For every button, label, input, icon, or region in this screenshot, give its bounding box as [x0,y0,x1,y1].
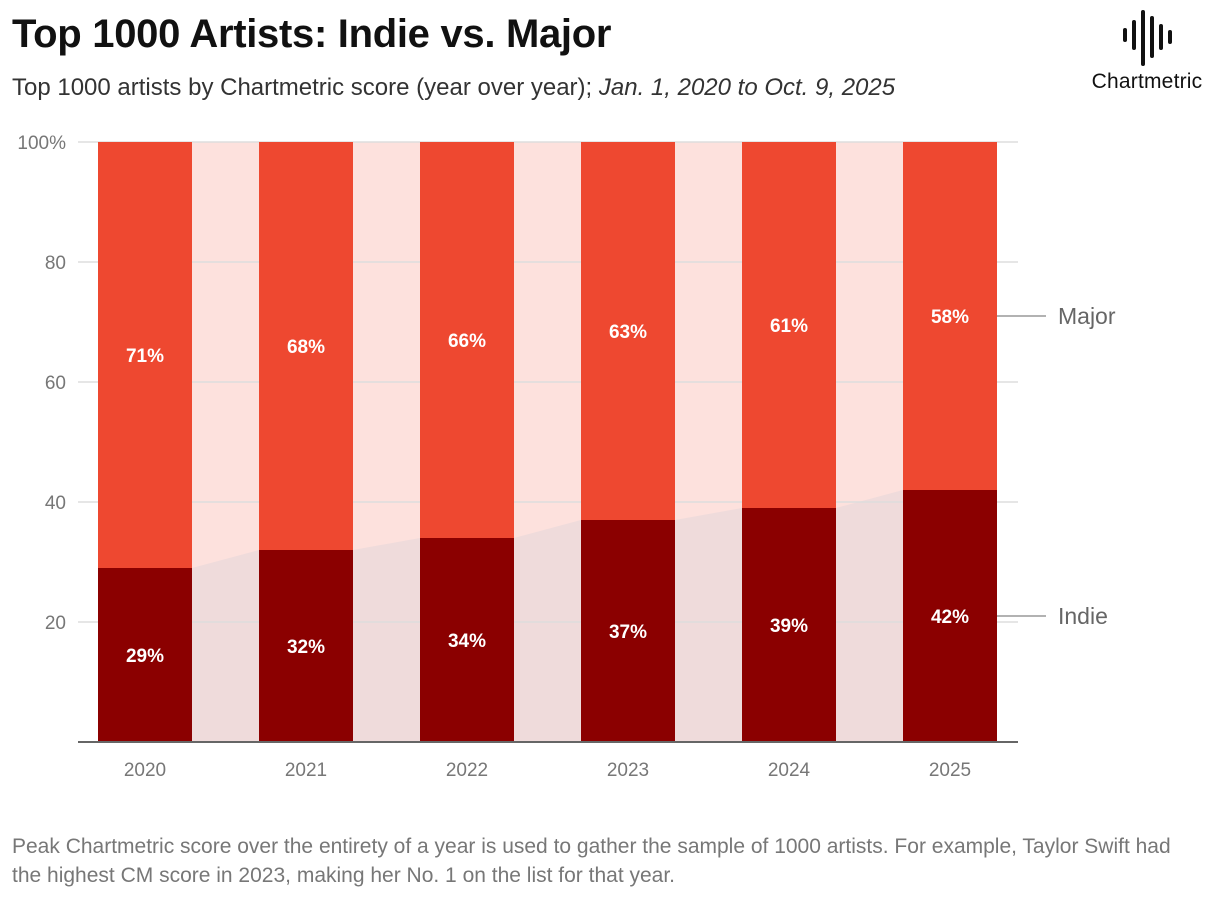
data-label-indie: 42% [931,607,969,628]
bar-indie-2022 [420,538,514,742]
data-label-major: 63% [609,322,647,343]
y-tick-label: 100% [17,133,66,154]
data-label-indie: 37% [609,622,647,643]
bar-major-2020 [98,142,192,568]
bar-major-2021 [259,142,353,550]
subtitle-main: Top 1000 artists by Chartmetric score (y… [12,74,593,101]
bar-indie-2024 [742,508,836,742]
data-label-major: 66% [448,331,486,352]
x-tick-label: 2022 [446,760,488,781]
bar-major-2025 [903,142,997,490]
data-label-indie: 34% [448,631,486,652]
bar-indie-2020 [98,568,192,742]
y-tick-label: 20 [45,613,66,634]
data-label-indie: 32% [287,637,325,658]
data-label-major: 58% [931,307,969,328]
bar-major-2024 [742,142,836,508]
chart-subtitle: Top 1000 artists by Chartmetric score (y… [12,74,895,102]
data-label-major: 68% [287,337,325,358]
y-tick-label: 80 [45,253,66,274]
data-label-indie: 39% [770,616,808,637]
x-tick-label: 2023 [607,760,649,781]
soundwave-icon [1123,10,1172,66]
data-label-major: 61% [770,316,808,337]
bar-major-2023 [581,142,675,520]
bar-major-2022 [420,142,514,538]
x-tick-label: 2025 [929,760,971,781]
footnote: Peak Chartmetric score over the entirety… [12,835,1171,887]
logo-text: Chartmetric [1091,70,1203,93]
stacked-bar-chart: 20 40 60 80 100% 29% 71% 2020 32% 68% 2021 34% 66% 20… [17,133,1116,781]
subtitle-date-range: Jan. 1, 2020 to Oct. 9, 2025 [598,74,896,101]
x-tick-label: 2020 [124,760,166,781]
legend-indie: Indie [1058,603,1108,629]
bar-indie-2023 [581,520,675,742]
x-tick-label: 2021 [285,760,327,781]
bar-indie-2025 [903,490,997,742]
y-tick-label: 40 [45,493,66,514]
bar-indie-2021 [259,550,353,742]
chartmetric-logo: Chartmetric [1082,8,1212,94]
legend-major: Major [1058,303,1116,329]
data-label-indie: 29% [126,646,164,667]
x-tick-label: 2024 [768,760,811,781]
data-label-major: 71% [126,346,164,367]
chart-title: Top 1000 Artists: Indie vs. Major [12,12,612,56]
y-tick-label: 60 [45,373,66,394]
